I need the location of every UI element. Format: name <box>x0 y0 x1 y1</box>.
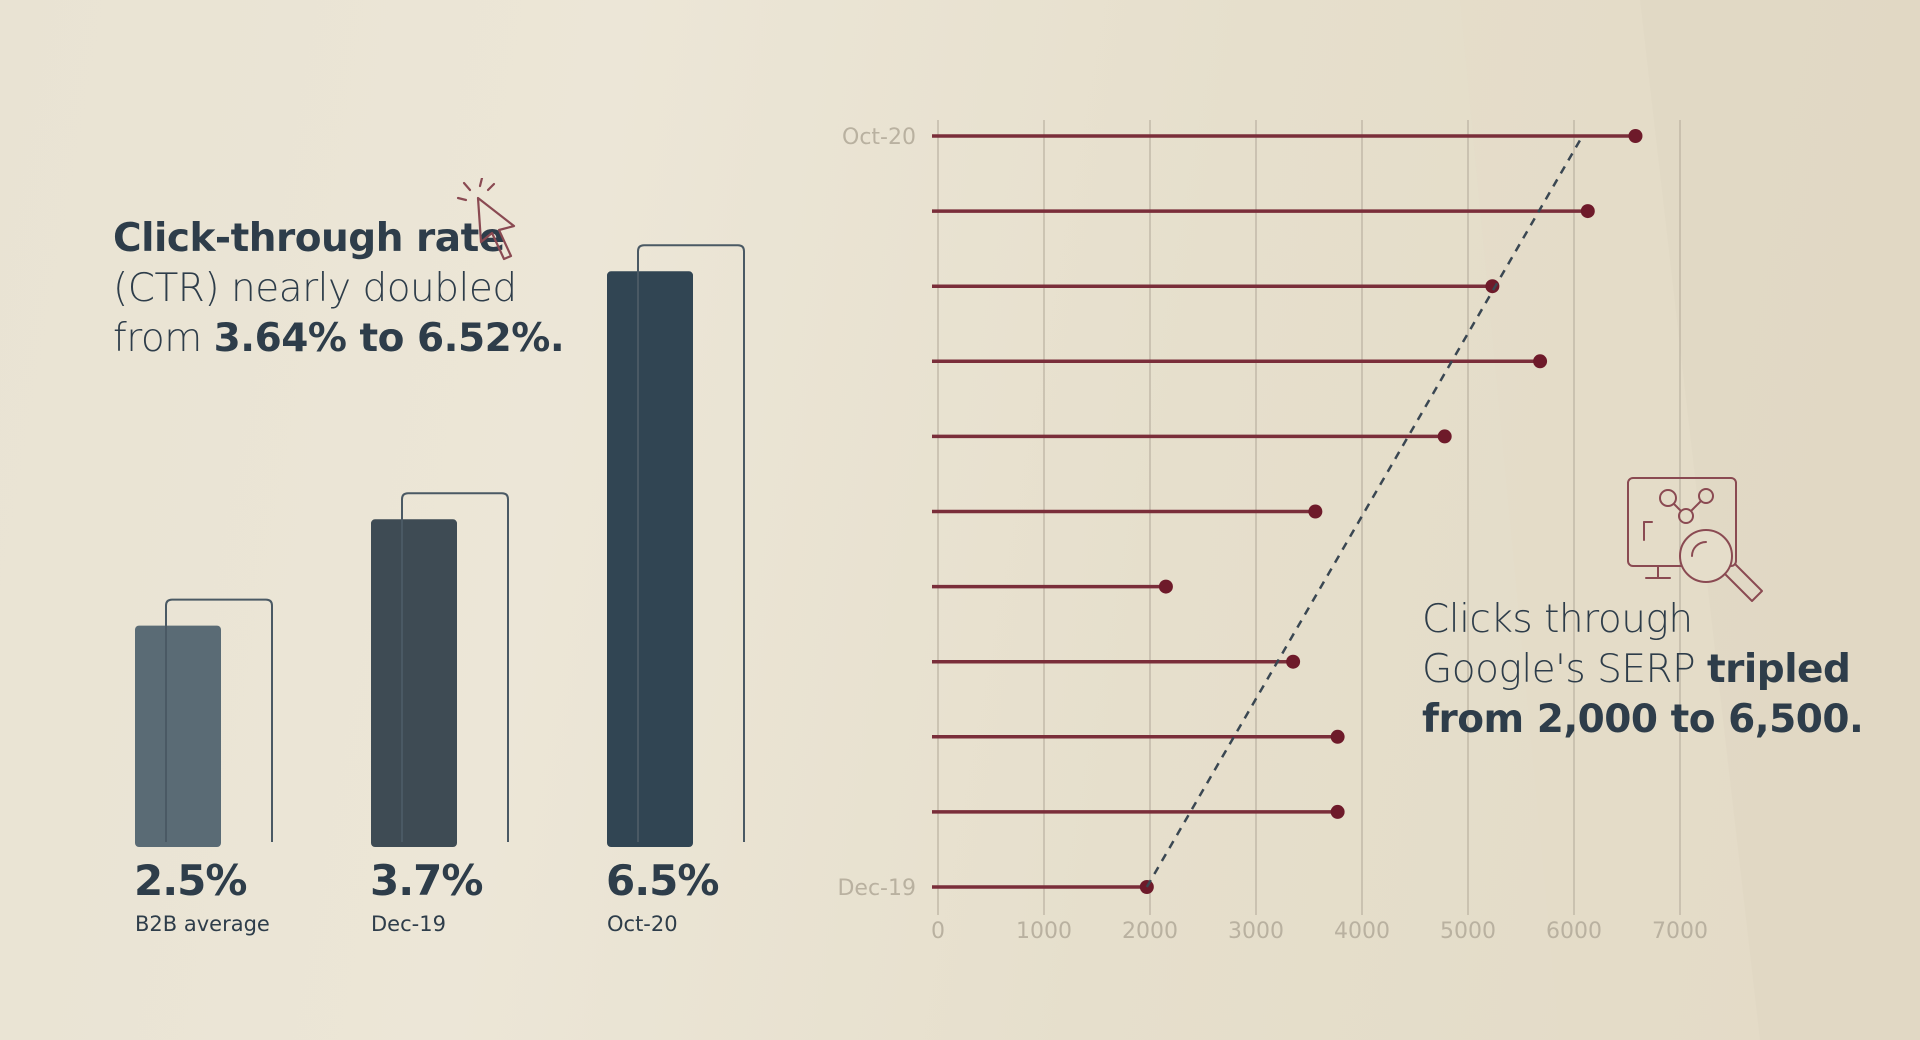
ctr-bar-chart <box>135 244 745 847</box>
headline-line1: Click-through rate <box>113 216 505 261</box>
lollipop-dot <box>1308 504 1323 519</box>
bar-value-label: 6.5% <box>606 856 719 905</box>
x-tick-label: 6000 <box>1546 919 1602 944</box>
clicks-lollipop-chart: 0 1000 2000 3000 4000 5000 6000 7000 Oct-20 Dec-1… <box>837 120 1708 944</box>
bar <box>135 625 221 847</box>
lollipop-dot <box>1533 354 1548 369</box>
lollipop-dot <box>1158 579 1173 594</box>
bar <box>371 519 457 847</box>
lollipop-dot <box>1485 279 1500 294</box>
y-label-bottom: Dec-19 <box>837 876 916 901</box>
headline-line3-bold: 3.64% to 6.52%. <box>213 316 565 361</box>
analytics-search-icon <box>1627 477 1763 602</box>
lollipop-dot <box>1330 729 1345 744</box>
lollipop-dot <box>1330 804 1345 819</box>
bar-outline <box>637 244 745 842</box>
bar-outline <box>401 492 509 842</box>
bar-value-label: 2.5% <box>134 856 247 905</box>
cursor-click-icon <box>456 178 516 261</box>
clicks-note: Clicks through Google's SERP tripled fro… <box>1422 595 1882 745</box>
bar-value-label: 3.7% <box>370 856 483 905</box>
x-tick-label: 2000 <box>1122 919 1178 944</box>
bar-category-label: Oct-20 <box>607 912 678 936</box>
x-tick-label: 1000 <box>1016 919 1072 944</box>
y-label-top: Oct-20 <box>842 125 916 150</box>
lollipop-dot <box>1628 129 1643 143</box>
x-tick-label: 3000 <box>1228 919 1284 944</box>
lollipop-dot <box>1286 654 1301 669</box>
bar <box>607 271 693 847</box>
bar-category-label: B2B average <box>135 912 270 936</box>
bar-outline <box>165 598 273 842</box>
x-tick-label: 0 <box>931 919 945 944</box>
ctr-headline: Click-through rate (CTR) nearly doubled … <box>113 214 573 364</box>
note-line1: Clicks through <box>1422 597 1693 642</box>
note-line2-bold: tripled <box>1707 647 1851 692</box>
x-tick-label: 7000 <box>1652 919 1708 944</box>
x-tick-label: 4000 <box>1334 919 1390 944</box>
x-tick-label: 5000 <box>1440 919 1496 944</box>
lollipop-dot <box>1437 429 1452 444</box>
note-line2-pre: Google's SERP <box>1422 647 1708 692</box>
headline-line2: (CTR) nearly doubled <box>113 266 517 311</box>
trend-line <box>1145 135 1584 888</box>
lollipop-dot <box>1580 204 1595 219</box>
bar-category-label: Dec-19 <box>371 912 446 936</box>
note-line3-bold: from 2,000 to 6,500. <box>1422 697 1864 742</box>
headline-line3-pre: from <box>113 316 214 361</box>
